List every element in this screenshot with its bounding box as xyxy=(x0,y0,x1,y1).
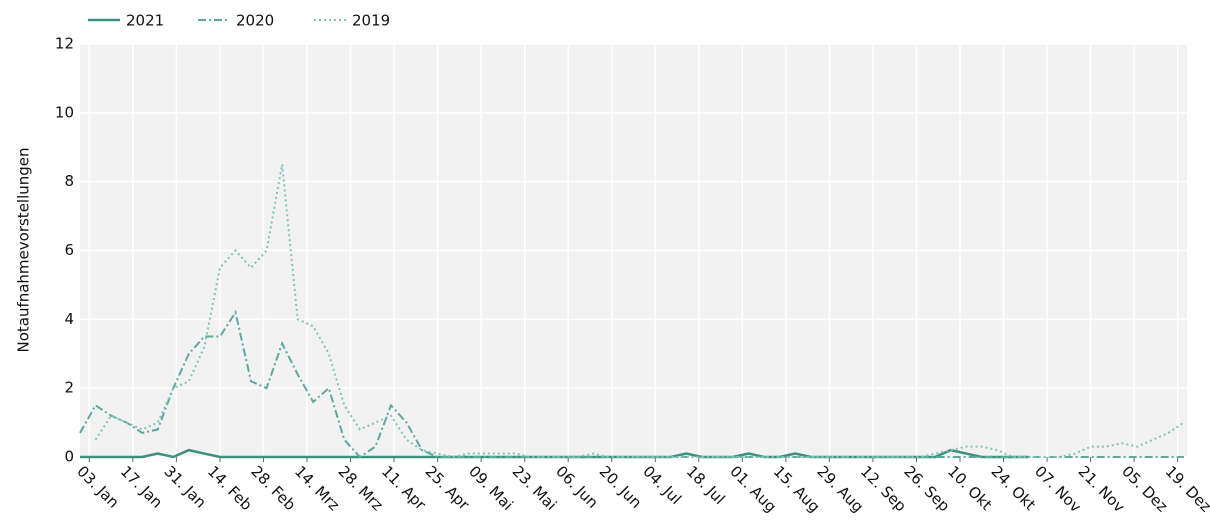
y-tick-label: 0 xyxy=(64,448,74,466)
legend-label: 2020 xyxy=(236,12,274,30)
legend-label: 2021 xyxy=(126,12,164,30)
x-tick-label: 25. Apr xyxy=(422,462,474,514)
y-tick-label: 12 xyxy=(55,35,74,53)
x-tick-label: 06. Jun xyxy=(552,462,602,512)
y-axis-label: Notaufnahmevorstellungen xyxy=(15,147,33,352)
x-tick-label: 17. Jan xyxy=(117,462,166,511)
x-tick-label: 11. Apr xyxy=(378,462,430,514)
y-tick-label: 4 xyxy=(64,310,74,328)
x-tick-label: 23. Mai xyxy=(509,462,561,514)
x-tick-label: 04. Jul xyxy=(639,462,685,508)
x-tick-label: 01. Aug xyxy=(726,462,780,516)
y-tick-label: 8 xyxy=(64,172,74,190)
x-tick-label: 24. Okt xyxy=(988,462,1040,514)
x-tick-label: 05. Dez xyxy=(1118,462,1171,515)
y-tick-label: 10 xyxy=(55,103,74,121)
y-tick-label: 6 xyxy=(64,241,74,259)
x-tick-label: 14. Feb xyxy=(204,462,256,514)
x-tick-label: 07. Nov xyxy=(1031,462,1085,516)
series-line xyxy=(94,164,1185,459)
x-tick-label: 03. Jan xyxy=(73,462,122,511)
x-tick-label: 28. Mrz xyxy=(335,462,387,514)
x-tick-label: 10. Okt xyxy=(944,462,996,514)
x-tick-label: 20. Jun xyxy=(596,462,646,512)
x-tick-label: 21. Nov xyxy=(1075,462,1129,516)
x-tick-label: 14. Mrz xyxy=(291,462,343,514)
x-tick-label: 28. Feb xyxy=(247,462,299,514)
x-tick-label: 26. Sep xyxy=(900,462,953,515)
x-tick-label: 19. Dez xyxy=(1162,462,1210,515)
legend-label: 2019 xyxy=(352,12,390,30)
x-tick-label: 29. Aug xyxy=(813,462,867,516)
x-tick-label: 31. Jan xyxy=(160,462,209,511)
y-tick-label: 2 xyxy=(64,379,74,397)
x-tick-label: 15. Aug xyxy=(770,462,824,516)
x-tick-label: 09. Mai xyxy=(465,462,517,514)
x-tick-label: 18. Jul xyxy=(683,462,729,508)
x-tick-label: 12. Sep xyxy=(857,462,910,515)
